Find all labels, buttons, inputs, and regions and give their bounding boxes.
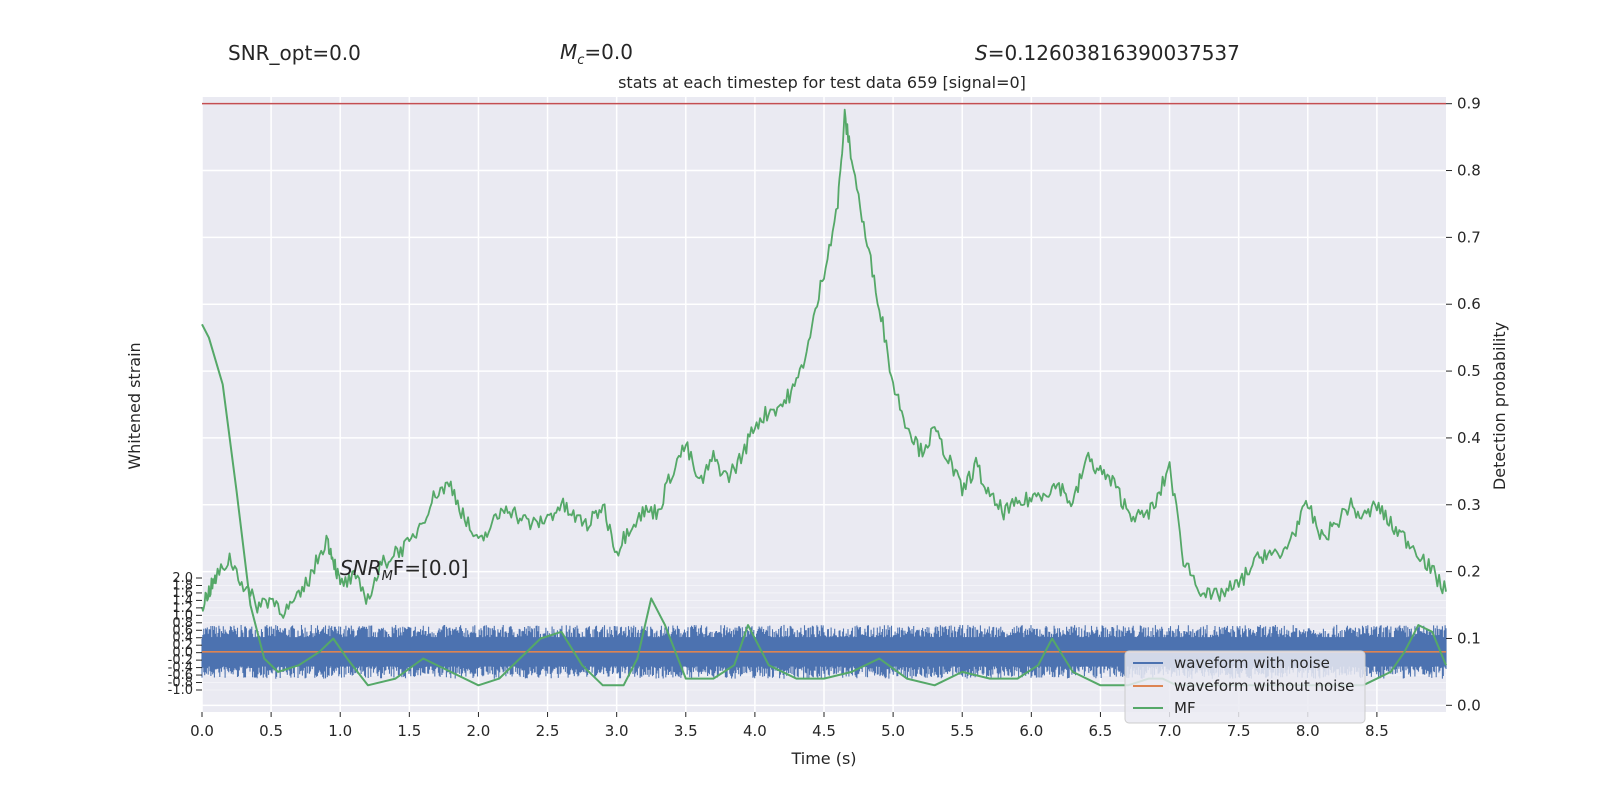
x-tick-label-10: 5.0 bbox=[881, 722, 905, 740]
right-tick-label-6: 0.6 bbox=[1457, 295, 1481, 313]
x-tick-label-0: 0.0 bbox=[190, 722, 214, 740]
snr-mf-annotation: SNRMF=[0.0] bbox=[340, 556, 468, 584]
x-tick-label-13: 6.5 bbox=[1089, 722, 1113, 740]
x-tick-label-14: 7.0 bbox=[1158, 722, 1182, 740]
right-tick-label-9: 0.9 bbox=[1457, 95, 1481, 113]
legend: waveform with noise waveform without noi… bbox=[1124, 650, 1366, 724]
x-tick-label-6: 3.0 bbox=[605, 722, 629, 740]
right-tick-label-4: 0.4 bbox=[1457, 429, 1481, 447]
legend-label-mf: MF bbox=[1174, 699, 1196, 717]
right-tick-label-5: 0.5 bbox=[1457, 362, 1481, 380]
x-tick-label-11: 5.5 bbox=[950, 722, 974, 740]
x-tick-label-17: 8.5 bbox=[1365, 722, 1389, 740]
chart-title: stats at each timestep for test data 659… bbox=[618, 73, 1026, 92]
x-tick-label-1: 0.5 bbox=[259, 722, 283, 740]
right-tick-label-3: 0.3 bbox=[1457, 496, 1481, 514]
right-tick-label-8: 0.8 bbox=[1457, 162, 1481, 180]
right-y-axis: 0.0 0.1 0.2 0.3 0.4 0.5 0.6 0.7 0.8 0.9 bbox=[1446, 95, 1481, 714]
detection-probability-line bbox=[201, 108, 1447, 619]
x-axis: 0.0 0.5 1.0 1.5 2.0 2.5 3.0 3.5 4.0 4.5 5.0 5.5 6.0 6… bbox=[190, 712, 1389, 740]
snr-opt-label: SNR_opt=0.0 bbox=[228, 41, 361, 65]
left-tick-label-3: 1.4 bbox=[172, 593, 193, 608]
left-tick-label-10: 0.0 bbox=[172, 646, 193, 661]
left-tick-label-0: 2.0 bbox=[172, 571, 193, 586]
x-tick-label-5: 2.5 bbox=[536, 722, 560, 740]
x-tick-label-15: 7.5 bbox=[1227, 722, 1251, 740]
x-tick-label-7: 3.5 bbox=[674, 722, 698, 740]
mc-label: Mc=0.0 bbox=[560, 40, 633, 68]
x-tick-label-4: 2.0 bbox=[467, 722, 491, 740]
right-y-axis-label: Detection probability bbox=[1490, 322, 1509, 490]
right-tick-label-2: 0.2 bbox=[1457, 563, 1481, 581]
left-tick-label-12: -0.4 bbox=[168, 661, 193, 676]
left-tick-label-13: -0.6 bbox=[168, 668, 193, 683]
legend-label-clean: waveform without noise bbox=[1174, 677, 1354, 695]
left-tick-label-15: -1.0 bbox=[168, 683, 193, 698]
left-tick-label-11: -0.2 bbox=[168, 653, 193, 668]
left-tick-label-9: 0.2 bbox=[172, 638, 193, 653]
right-tick-label-0: 0.0 bbox=[1457, 696, 1481, 714]
x-tick-label-12: 6.0 bbox=[1019, 722, 1043, 740]
left-tick-label-14: -0.8 bbox=[168, 676, 193, 691]
right-tick-label-1: 0.1 bbox=[1457, 629, 1481, 647]
left-tick-label-1: 1.8 bbox=[172, 578, 193, 593]
legend-label-noise: waveform with noise bbox=[1174, 654, 1330, 672]
left-tick-label-2: 1.6 bbox=[172, 586, 193, 601]
x-tick-label-16: 8.0 bbox=[1296, 722, 1320, 740]
x-tick-label-2: 1.0 bbox=[328, 722, 352, 740]
left-tick-label-5: 1.0 bbox=[172, 608, 193, 623]
x-tick-label-9: 4.5 bbox=[812, 722, 836, 740]
left-tick-label-8: 0.4 bbox=[172, 631, 193, 646]
left-tick-label-4: 1.2 bbox=[172, 601, 193, 616]
left-y-axis-label: Whitened strain bbox=[125, 342, 144, 469]
x-tick-label-3: 1.5 bbox=[397, 722, 421, 740]
x-tick-label-8: 4.0 bbox=[743, 722, 767, 740]
legend-box bbox=[1124, 650, 1366, 724]
x-axis-label: Time (s) bbox=[790, 749, 856, 768]
right-tick-label-7: 0.7 bbox=[1457, 228, 1481, 246]
left-y-axis: 2.01.81.61.41.21.00.80.60.40.20.0-0.2-0.… bbox=[168, 571, 202, 698]
left-tick-label-7: 0.6 bbox=[172, 623, 193, 638]
s-label: S=0.12603816390037537 bbox=[975, 41, 1240, 65]
left-tick-label-6: 0.8 bbox=[172, 616, 193, 631]
